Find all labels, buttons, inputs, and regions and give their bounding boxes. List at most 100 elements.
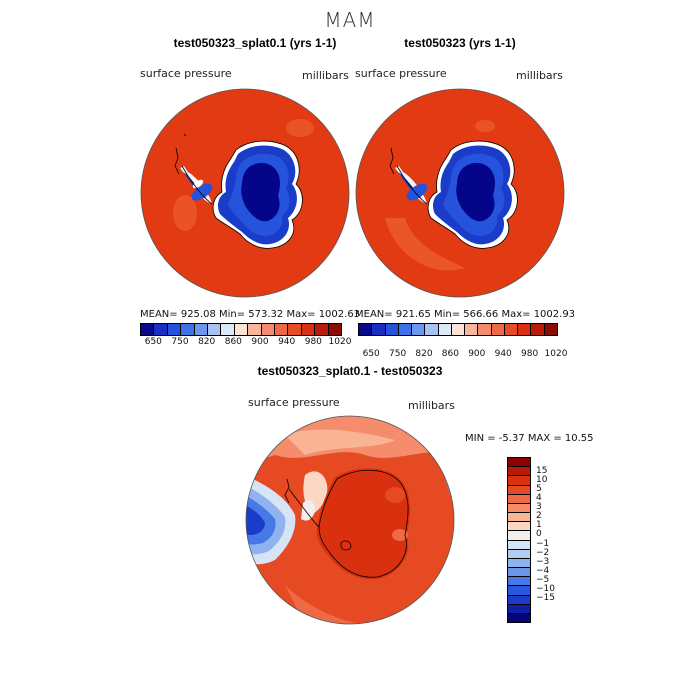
diff-colorbar-ticks: 15 10 5 4 3 2 1 0 −1 −2 −3 −4 −5 −10 −15 bbox=[536, 457, 576, 621]
colorbar-swatch bbox=[167, 324, 182, 335]
diff-panel-title: test050323_splat0.1 - test050323 bbox=[257, 364, 443, 378]
colorbar-tick-label: −1 bbox=[536, 538, 550, 549]
colorbar-swatch bbox=[412, 324, 426, 335]
colorbar-swatch bbox=[508, 513, 530, 523]
diff-map bbox=[245, 415, 455, 625]
colorbar-swatch bbox=[328, 324, 342, 335]
colorbar-swatch bbox=[465, 324, 479, 335]
colorbar-tick-label: 0 bbox=[536, 529, 542, 540]
panel-1-colorbar bbox=[140, 323, 342, 336]
colorbar-swatch bbox=[451, 324, 466, 335]
colorbar-swatch bbox=[508, 485, 530, 495]
panel-1-colorbar-ticks: 650 750 820 860 900 940 980 1020 bbox=[140, 337, 352, 349]
colorbar-swatch bbox=[508, 458, 530, 468]
colorbar-tick-label: 860 bbox=[224, 337, 242, 347]
diff-stats: MIN = -5.37 MAX = 10.55 bbox=[465, 433, 594, 444]
panel-1-title: test050323_splat0.1 (yrs 1-1) bbox=[173, 36, 337, 50]
panel-2-colorbar bbox=[358, 323, 558, 336]
colorbar-swatch bbox=[275, 324, 289, 335]
colorbar-swatch bbox=[359, 324, 373, 335]
colorbar-tick-label: 1 bbox=[536, 520, 542, 531]
colorbar-tick-label: 750 bbox=[389, 349, 407, 359]
colorbar-tick-label: 860 bbox=[441, 349, 459, 359]
colorbar-tick-label: 940 bbox=[278, 337, 296, 347]
panel-2-variable-label: surface pressure bbox=[355, 67, 447, 80]
colorbar-swatch bbox=[438, 324, 452, 335]
colorbar-swatch bbox=[508, 540, 530, 550]
panel-1-stats: MEAN= 925.08 Min= 573.32 Max= 1002.63 bbox=[140, 309, 361, 320]
colorbar-swatch bbox=[208, 324, 222, 335]
colorbar-tick-label: 820 bbox=[415, 349, 433, 359]
colorbar-swatch bbox=[491, 324, 505, 335]
colorbar-swatch bbox=[181, 324, 195, 335]
colorbar-tick-label: 900 bbox=[468, 349, 486, 359]
colorbar-tick-label: −3 bbox=[536, 556, 550, 567]
colorbar-swatch bbox=[508, 549, 530, 559]
colorbar-tick-label: −4 bbox=[536, 565, 550, 576]
colorbar-swatch bbox=[425, 324, 439, 335]
diff-variable-label: surface pressure bbox=[248, 396, 340, 409]
panel-2-units-label: millibars bbox=[516, 69, 563, 82]
figure-title: MAM bbox=[324, 8, 376, 32]
panel-2-map bbox=[355, 88, 565, 298]
colorbar-swatch bbox=[508, 613, 530, 623]
colorbar-tick-label: 820 bbox=[198, 337, 216, 347]
colorbar-tick-label: 2 bbox=[536, 511, 542, 522]
colorbar-tick-label: 900 bbox=[251, 337, 269, 347]
colorbar-swatch bbox=[508, 503, 530, 514]
colorbar-swatch bbox=[504, 324, 519, 335]
colorbar-swatch bbox=[154, 324, 168, 335]
colorbar-swatch bbox=[288, 324, 302, 335]
colorbar-swatch bbox=[301, 324, 316, 335]
colorbar-tick-label: 980 bbox=[521, 349, 539, 359]
colorbar-swatch bbox=[141, 324, 155, 335]
colorbar-tick-label: 5 bbox=[536, 483, 542, 494]
colorbar-swatch bbox=[478, 324, 492, 335]
colorbar-swatch bbox=[508, 476, 530, 486]
colorbar-swatch bbox=[315, 324, 329, 335]
panel-1-variable-label: surface pressure bbox=[140, 67, 232, 80]
diff-units-label: millibars bbox=[408, 399, 455, 412]
diff-colorbar bbox=[507, 457, 531, 623]
colorbar-tick-label: 940 bbox=[494, 349, 512, 359]
colorbar-tick-label: 10 bbox=[536, 474, 548, 485]
panel-1-map bbox=[140, 88, 350, 298]
panel-2-stats: MEAN= 921.65 Min= 566.66 Max= 1002.93 bbox=[355, 309, 576, 320]
panel-2-title: test050323 (yrs 1-1) bbox=[404, 36, 516, 50]
colorbar-tick-label: 4 bbox=[536, 493, 542, 503]
colorbar-swatch bbox=[508, 568, 530, 578]
colorbar-swatch bbox=[544, 324, 557, 335]
colorbar-swatch bbox=[518, 324, 532, 335]
colorbar-tick-label: 980 bbox=[304, 337, 322, 347]
colorbar-swatch bbox=[531, 324, 545, 335]
colorbar-tick-label: 1020 bbox=[328, 337, 352, 347]
panel-2-colorbar-ticks: 650 750 820 860 900 940 980 1020 bbox=[358, 349, 568, 361]
panel-1-units-label: millibars bbox=[302, 69, 349, 82]
colorbar-swatch bbox=[508, 522, 530, 532]
colorbar-tick-label: 750 bbox=[171, 337, 189, 347]
colorbar-tick-label: −10 bbox=[536, 584, 555, 595]
colorbar-tick-label: 3 bbox=[536, 502, 542, 513]
colorbar-swatch bbox=[508, 494, 530, 504]
colorbar-swatch bbox=[234, 324, 249, 335]
colorbar-swatch bbox=[508, 531, 530, 541]
colorbar-tick-label: −5 bbox=[536, 575, 550, 585]
colorbar-swatch bbox=[508, 604, 530, 614]
colorbar-tick-label: 650 bbox=[144, 337, 162, 347]
colorbar-swatch bbox=[398, 324, 413, 335]
colorbar-swatch bbox=[261, 324, 276, 335]
colorbar-swatch bbox=[372, 324, 386, 335]
colorbar-swatch bbox=[385, 324, 399, 335]
colorbar-tick-label: −2 bbox=[536, 547, 550, 558]
colorbar-swatch bbox=[248, 324, 262, 335]
colorbar-tick-label: 650 bbox=[362, 349, 380, 359]
colorbar-tick-label: 15 bbox=[536, 465, 548, 476]
colorbar-swatch bbox=[194, 324, 209, 335]
colorbar-tick-label: −15 bbox=[536, 593, 555, 604]
colorbar-swatch bbox=[508, 558, 530, 569]
colorbar-tick-label: 1020 bbox=[544, 349, 568, 359]
colorbar-swatch bbox=[221, 324, 235, 335]
colorbar-swatch bbox=[508, 577, 530, 587]
colorbar-swatch bbox=[508, 467, 530, 477]
colorbar-swatch bbox=[508, 586, 530, 596]
